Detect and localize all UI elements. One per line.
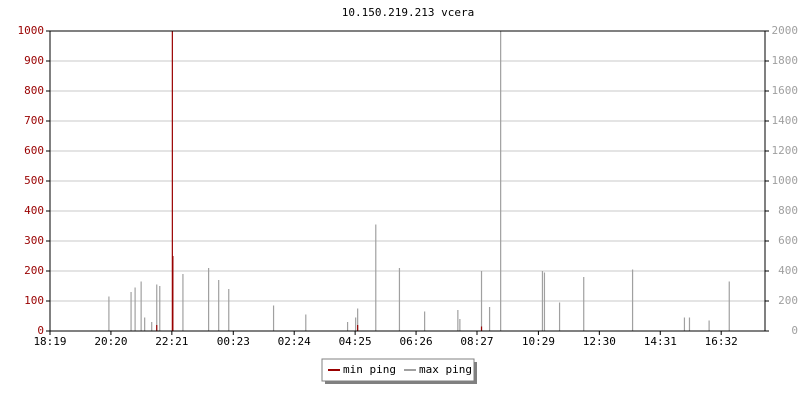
x-tick-label: 20:20 xyxy=(94,335,127,348)
x-tick-label: 06:26 xyxy=(399,335,432,348)
y2-tick-label: 1600 xyxy=(772,84,799,97)
x-tick-label: 14:31 xyxy=(644,335,677,348)
y-tick-label: 900 xyxy=(24,54,44,67)
x-tick-label: 22:21 xyxy=(155,335,188,348)
y2-tick-label: 0 xyxy=(791,324,798,337)
x-tick-label: 10:29 xyxy=(522,335,555,348)
y-tick-label: 1000 xyxy=(18,24,45,37)
x-tick-label: 18:19 xyxy=(33,335,66,348)
chart-title: 10.150.219.213 vcera xyxy=(342,6,474,19)
y2-tick-label: 800 xyxy=(778,204,798,217)
legend-box xyxy=(321,358,475,382)
y-tick-label: 400 xyxy=(24,204,44,217)
x-tick-label: 08:27 xyxy=(460,335,493,348)
y2-tick-label: 400 xyxy=(778,264,798,277)
y-tick-label: 0 xyxy=(37,324,44,337)
x-tick-label: 04:25 xyxy=(339,335,372,348)
x-tick-label: 00:23 xyxy=(217,335,250,348)
y2-tick-label: 2000 xyxy=(772,24,799,37)
y-tick-label: 700 xyxy=(24,114,44,127)
y-tick-label: 100 xyxy=(24,294,44,307)
y2-tick-label: 1200 xyxy=(772,144,799,157)
y-tick-label: 600 xyxy=(24,144,44,157)
y-tick-label: 800 xyxy=(24,84,44,97)
plot-frame xyxy=(49,30,766,332)
legend-label: max ping xyxy=(419,363,472,376)
y-tick-label: 500 xyxy=(24,174,44,187)
y2-tick-label: 1800 xyxy=(772,54,799,67)
y2-tick-label: 200 xyxy=(778,294,798,307)
x-tick-label: 16:32 xyxy=(705,335,738,348)
y2-tick-label: 1400 xyxy=(772,114,799,127)
y-tick-label: 200 xyxy=(24,264,44,277)
y2-tick-label: 1000 xyxy=(772,174,799,187)
y2-tick-label: 600 xyxy=(778,234,798,247)
y-tick-label: 300 xyxy=(24,234,44,247)
x-tick-label: 12:30 xyxy=(583,335,616,348)
x-tick-label: 02:24 xyxy=(278,335,311,348)
legend-label: min ping xyxy=(343,363,396,376)
